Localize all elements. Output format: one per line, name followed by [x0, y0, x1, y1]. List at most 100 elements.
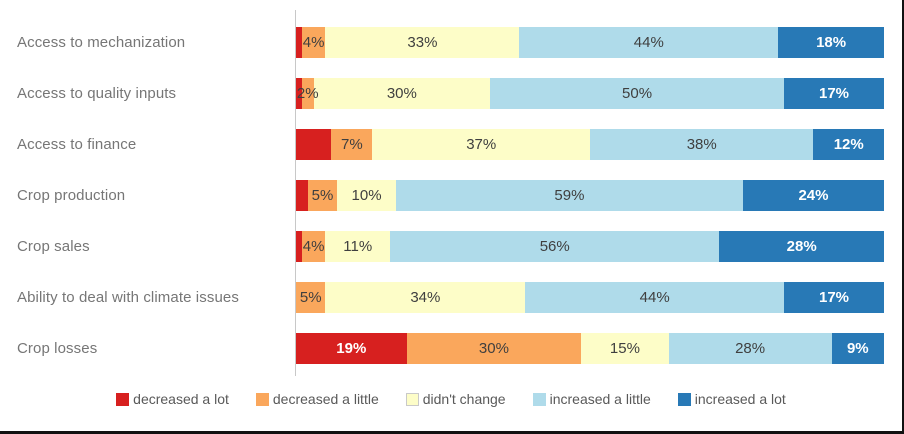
bar-segment-increased-a-lot: 28%: [719, 231, 884, 262]
bar-segment-didn-t-change: 34%: [325, 282, 526, 313]
segment-value-label: 50%: [622, 85, 653, 102]
legend-swatch-icon: [116, 392, 130, 406]
bar-segment-decreased-a-lot: [296, 180, 308, 211]
legend-swatch-icon: [532, 392, 546, 406]
segment-value-label: 10%: [351, 187, 382, 204]
segment-value-label: 24%: [798, 187, 829, 204]
bar-segment-increased-a-little: 44%: [525, 282, 785, 313]
stacked-bar: 19% 30% 15% 28% 9%: [296, 333, 884, 364]
segment-value-label: 9%: [846, 340, 869, 357]
bar-segment-decreased-a-lot: [296, 129, 332, 160]
bar-segment-didn-t-change: 11%: [325, 231, 391, 262]
bar-segment-increased-a-little: 50%: [490, 78, 785, 109]
segment-value-label: 30%: [478, 340, 509, 357]
bar-segment-decreased-a-little: 30%: [406, 333, 582, 364]
stacked-bar: 4% 11% 56% 28%: [296, 231, 884, 262]
segment-value-label: 37%: [466, 136, 497, 153]
legend-item-increased-a-lot: increased a lot: [677, 391, 786, 407]
chart-row-crop-production: Crop production 5% 10% 59% 24%: [0, 180, 902, 211]
segment-value-label: 7%: [341, 136, 363, 153]
category-label: Access to mechanization: [17, 34, 186, 51]
bar-segment-increased-a-little: 56%: [390, 231, 720, 262]
segment-value-label: 4%: [302, 34, 325, 51]
segment-value-label: 38%: [686, 136, 717, 153]
legend-item-didn-t-change: didn't change: [405, 391, 506, 407]
y-axis-line: [295, 10, 296, 376]
segment-value-label: 56%: [539, 238, 570, 255]
bar-segment-increased-a-little: 59%: [395, 180, 743, 211]
bar-segment-increased-a-lot: 9%: [831, 333, 884, 364]
bar-segment-decreased-a-little: 2%: [297, 78, 319, 109]
segment-value-label: 44%: [633, 34, 664, 51]
bar-segment-increased-a-lot: 12%: [813, 129, 884, 160]
legend-label: decreased a little: [272, 391, 379, 407]
stacked-bar: 7% 37% 38% 12%: [296, 129, 884, 160]
segment-value-label: 12%: [833, 136, 864, 153]
bar-segment-didn-t-change: 10%: [337, 180, 396, 211]
bar-segment-decreased-a-little: 4%: [301, 27, 326, 58]
segment-value-label: 15%: [609, 340, 640, 357]
category-label: Crop sales: [17, 238, 90, 255]
stacked-bar: 2% 30% 50% 17%: [296, 78, 884, 109]
category-label: Ability to deal with climate issues: [17, 289, 239, 306]
legend-swatch-icon: [677, 392, 691, 406]
category-label: Crop production: [17, 187, 126, 204]
segment-value-label: 44%: [639, 289, 670, 306]
segment-value-label: 5%: [311, 187, 334, 204]
category-label: Crop losses: [17, 340, 98, 357]
bar-segment-decreased-a-little: 4%: [301, 231, 326, 262]
legend-label: increased a lot: [694, 391, 786, 407]
bar-segment-increased-a-lot: 17%: [784, 282, 884, 313]
bar-segment-increased-a-little: 44%: [519, 27, 779, 58]
segment-value-label: 34%: [410, 289, 441, 306]
chart-row-access-to-quality-inputs: Access to quality inputs 2% 30% 50% 17%: [0, 78, 902, 109]
segment-value-label: 11%: [343, 238, 373, 255]
bar-segment-didn-t-change: 37%: [372, 129, 590, 160]
bar-segment-decreased-a-little: 5%: [307, 180, 338, 211]
bar-segment-decreased-a-little: 5%: [296, 282, 326, 313]
bar-segment-didn-t-change: 33%: [325, 27, 520, 58]
legend-item-decreased-a-lot: decreased a lot: [116, 391, 229, 407]
bar-segment-increased-a-little: 28%: [668, 333, 832, 364]
bar-segment-didn-t-change: 30%: [313, 78, 491, 109]
bar-segment-increased-a-lot: 18%: [778, 27, 884, 58]
bar-segment-decreased-a-lot: [296, 27, 302, 58]
legend-label: didn't change: [422, 391, 506, 407]
segment-value-label: 59%: [554, 187, 585, 204]
chart-row-ability-to-deal-with-climate-issues: Ability to deal with climate issues 5% 34%…: [0, 282, 902, 313]
segment-value-label: 17%: [819, 289, 850, 306]
legend-label: increased a little: [549, 391, 651, 407]
legend-swatch-icon: [405, 392, 419, 406]
chart-row-access-to-mechanization: Access to mechanization 4% 33% 44% 18%: [0, 27, 902, 58]
bar-segment-didn-t-change: 15%: [581, 333, 669, 364]
segment-value-label: 28%: [735, 340, 766, 357]
stacked-bar: 4% 33% 44% 18%: [296, 27, 884, 58]
chart-row-crop-sales: Crop sales 4% 11% 56% 28%: [0, 231, 902, 262]
legend-item-increased-a-little: increased a little: [532, 391, 651, 407]
segment-value-label: 5%: [299, 289, 322, 306]
segment-value-label: 4%: [302, 238, 325, 255]
legend: decreased a lot decreased a little didn't …: [0, 391, 902, 407]
legend-swatch-icon: [255, 392, 269, 406]
stacked-bar-chart: Access to mechanization 4% 33% 44% 18% Access…: [0, 27, 902, 384]
segment-value-label: 19%: [336, 340, 367, 357]
bar-segment-decreased-a-lot: [296, 78, 302, 109]
bar-segment-decreased-a-lot: [296, 231, 302, 262]
segment-value-label: 30%: [386, 85, 417, 102]
category-label: Access to finance: [17, 136, 137, 153]
segment-value-label: 28%: [786, 238, 817, 255]
chart-row-access-to-finance: Access to finance 7% 37% 38% 12%: [0, 129, 902, 160]
segment-value-label: 33%: [407, 34, 438, 51]
legend-label: decreased a lot: [133, 391, 229, 407]
stacked-bar: 5% 34% 44% 17%: [296, 282, 884, 313]
stacked-bar: 5% 10% 59% 24%: [296, 180, 885, 211]
legend-item-decreased-a-little: decreased a little: [255, 391, 379, 407]
segment-value-label: 18%: [816, 34, 847, 51]
bar-segment-increased-a-lot: 24%: [742, 180, 885, 211]
chart-row-crop-losses: Crop losses 19% 30% 15% 28% 9%: [0, 333, 902, 364]
segment-value-label: 17%: [819, 85, 850, 102]
bar-segment-increased-a-little: 38%: [590, 129, 814, 160]
segment-value-label: 2%: [296, 85, 319, 102]
category-label: Access to quality inputs: [17, 85, 177, 102]
